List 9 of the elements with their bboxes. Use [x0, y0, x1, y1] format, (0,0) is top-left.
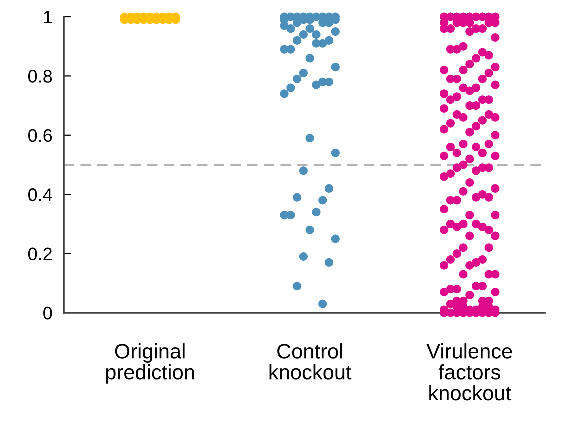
y-tick-label: 0.2 [28, 248, 52, 261]
y-tick-label: 0 [44, 306, 52, 320]
y-tick-label: 1 [44, 11, 52, 24]
y-tick-label: 0.4 [28, 188, 52, 202]
x-tick-label: Original prediction [106, 344, 194, 384]
x-tick-label: Virulence factors knockout [426, 344, 512, 401]
y-tick-label: 0.8 [28, 70, 52, 83]
y-tick-label: 0.6 [28, 129, 52, 142]
x-tick-label: Control knockout [270, 344, 352, 380]
